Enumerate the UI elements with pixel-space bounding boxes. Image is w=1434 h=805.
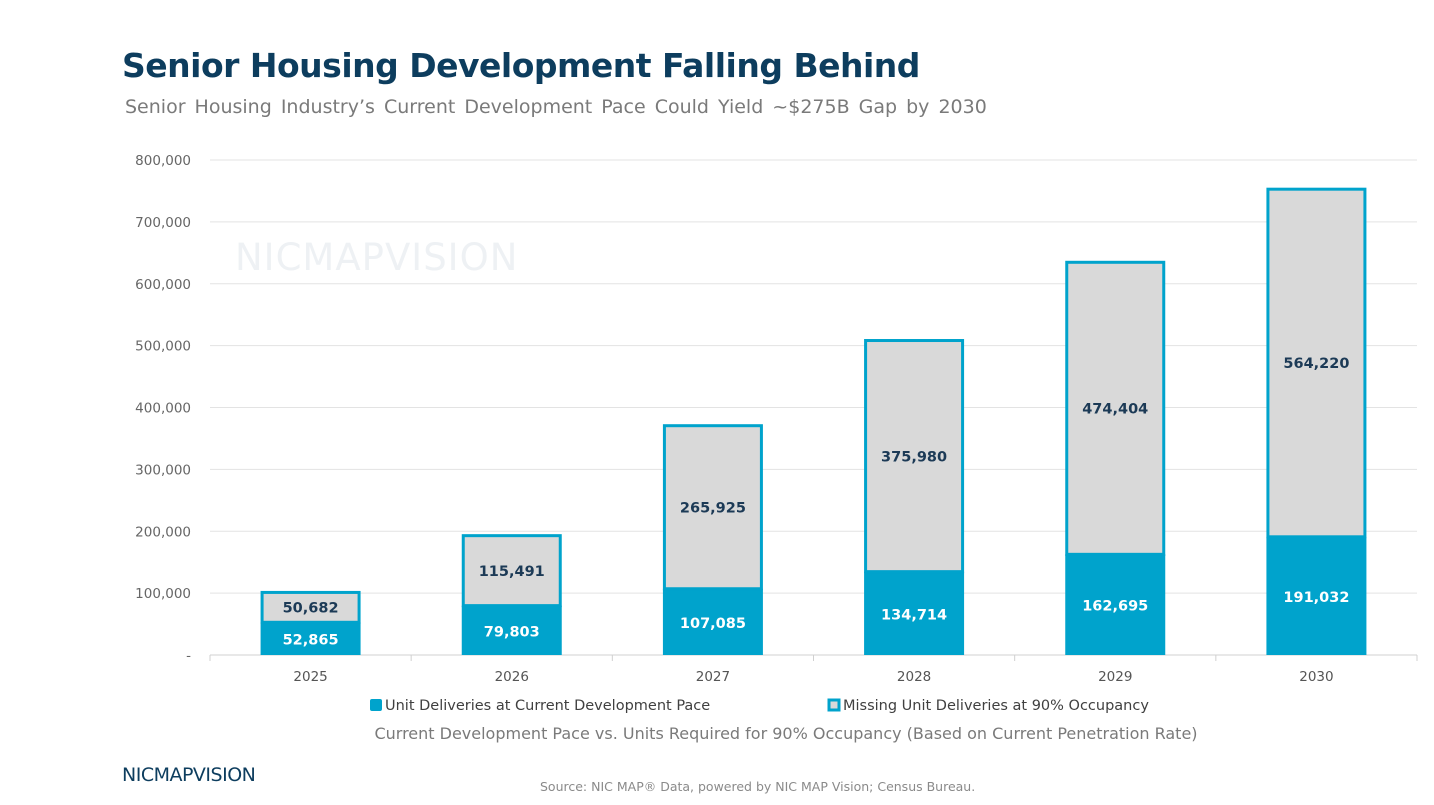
x-tick-label: 2027 xyxy=(696,669,730,685)
data-label-current-pace: 191,032 xyxy=(1283,590,1349,606)
bar-missing-units xyxy=(260,590,361,624)
data-label-current-pace: 52,865 xyxy=(283,633,339,649)
y-tick-label: - xyxy=(186,648,191,664)
x-tick-label: 2030 xyxy=(1299,669,1333,685)
y-tick-label: 400,000 xyxy=(135,401,191,417)
legend-label-missing-units: Missing Unit Deliveries at 90% Occupancy xyxy=(843,698,1149,714)
bar-missing-units xyxy=(662,424,763,591)
y-tick-label: 700,000 xyxy=(135,215,191,231)
chart-subtitle: Senior Housing Industry’s Current Develo… xyxy=(125,96,987,118)
x-axis-title: Current Development Pace vs. Units Requi… xyxy=(374,724,1197,743)
data-label-current-pace: 162,695 xyxy=(1082,599,1148,615)
bar-current-pace xyxy=(662,588,763,655)
data-label-missing-units: 564,220 xyxy=(1283,356,1349,372)
bar-current-pace xyxy=(1065,554,1166,655)
y-tick-label: 100,000 xyxy=(135,586,191,602)
data-label-missing-units: 50,682 xyxy=(283,601,339,617)
bar-current-pace xyxy=(1266,536,1367,655)
bar-missing-units xyxy=(864,339,965,574)
bar-current-pace xyxy=(260,622,361,655)
source-note: Source: NIC MAP® Data, powered by NIC MA… xyxy=(540,779,976,794)
y-tick-label: 800,000 xyxy=(135,153,191,169)
data-label-missing-units: 375,980 xyxy=(881,449,947,465)
data-label-missing-units: 474,404 xyxy=(1082,402,1148,418)
x-tick-label: 2029 xyxy=(1098,669,1132,685)
y-tick-label: 300,000 xyxy=(135,462,191,478)
y-tick-label: 600,000 xyxy=(135,277,191,293)
data-label-missing-units: 115,491 xyxy=(479,564,545,580)
bar-current-pace xyxy=(864,571,965,655)
nic-map-vision-logo: NICMAPVISION xyxy=(122,764,256,786)
x-tick-label: 2028 xyxy=(897,669,931,685)
legend-swatch-missing-units xyxy=(827,698,841,712)
bar-current-pace xyxy=(461,605,562,655)
chart-title: Senior Housing Development Falling Behin… xyxy=(122,46,920,85)
bar-missing-units xyxy=(1266,187,1367,539)
data-label-current-pace: 107,085 xyxy=(680,616,746,632)
data-label-missing-units: 265,925 xyxy=(680,500,746,516)
watermark-logo: NICMAPVISION xyxy=(235,236,519,279)
x-tick-label: 2025 xyxy=(293,669,327,685)
y-tick-label: 500,000 xyxy=(135,339,191,355)
y-tick-label: 200,000 xyxy=(135,524,191,540)
bar-missing-units xyxy=(461,534,562,608)
data-label-current-pace: 79,803 xyxy=(484,624,540,640)
x-tick-label: 2026 xyxy=(495,669,529,685)
bar-missing-units xyxy=(1065,260,1166,556)
legend-swatch-current-pace xyxy=(370,699,382,711)
data-label-current-pace: 134,714 xyxy=(881,607,947,623)
legend-label-current-pace: Unit Deliveries at Current Development P… xyxy=(385,698,710,714)
